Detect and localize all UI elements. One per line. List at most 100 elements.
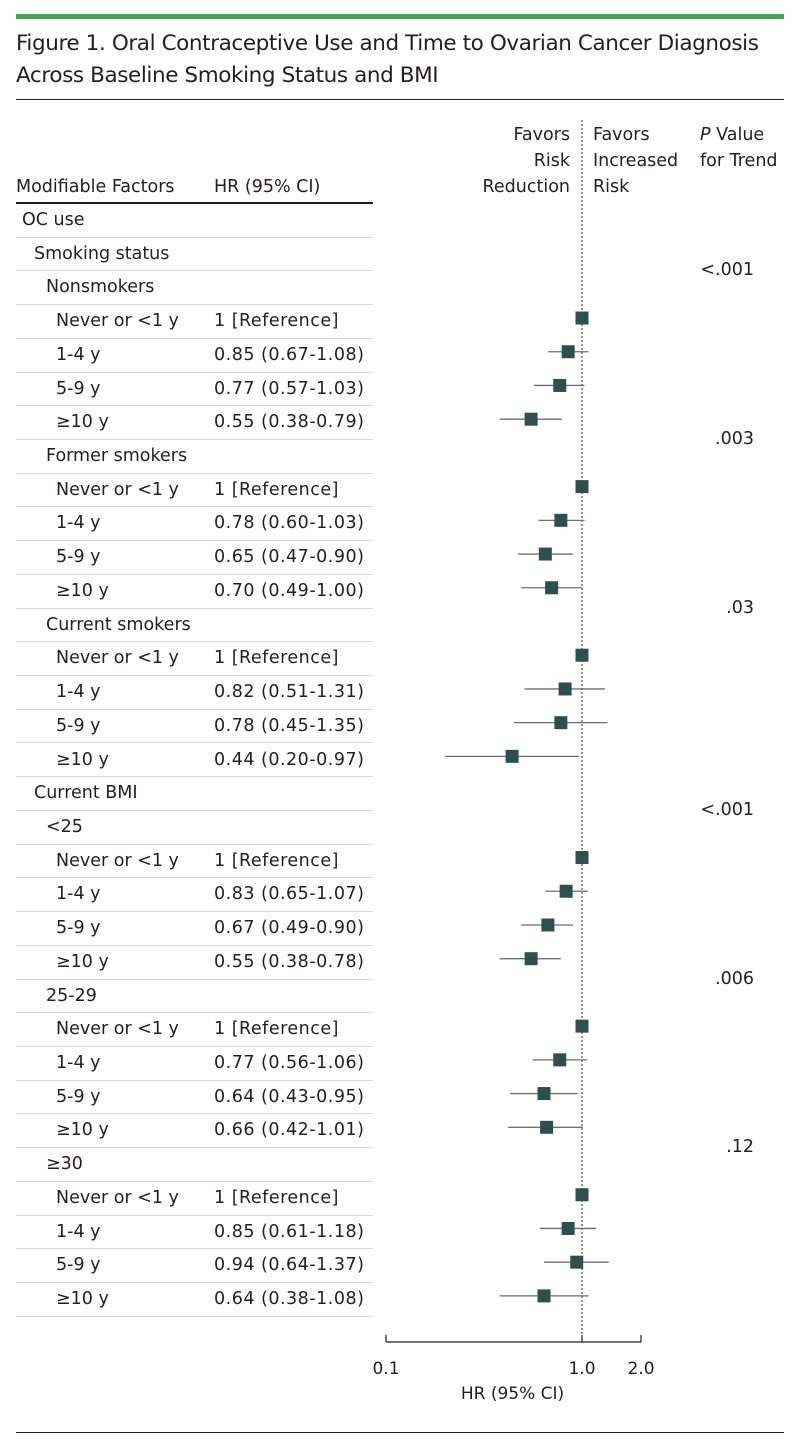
row-label: 5-9 y xyxy=(56,918,101,939)
row-hr-ci: 1 [Reference] xyxy=(214,311,339,332)
row-divider xyxy=(16,371,373,373)
hr-point-marker xyxy=(541,918,555,932)
hr-point-marker xyxy=(524,952,538,966)
row-divider xyxy=(16,1045,373,1047)
row-divider xyxy=(16,1113,373,1115)
row-divider xyxy=(16,405,373,407)
row-label: Never or <1 y xyxy=(56,311,179,332)
row-label: 1-4 y xyxy=(56,513,101,534)
table-row: 1-4 y 0.77 (0.56-1.06) xyxy=(0,1047,804,1081)
table-row: <25 <.001 xyxy=(0,800,804,845)
row-p-trend: <.001 xyxy=(700,799,754,820)
row-p-trend: <.001 xyxy=(700,260,754,281)
hr-point-marker xyxy=(537,1087,551,1101)
header-favors-risk-reduction: Favors Risk Reduction xyxy=(482,125,570,197)
hr-point-marker xyxy=(575,1188,589,1202)
row-label: 5-9 y xyxy=(56,378,101,399)
bottom-divider xyxy=(16,1432,784,1433)
table-row: ≥30 .12 xyxy=(0,1137,804,1182)
row-hr-ci: 0.55 (0.38-0.79) xyxy=(214,412,365,433)
table-row: OC use xyxy=(0,204,804,238)
header-modifiable-factors: Modifiable Factors xyxy=(16,177,175,197)
hr-point-marker xyxy=(524,412,538,426)
row-hr-ci: 0.66 (0.42-1.01) xyxy=(214,1120,365,1141)
table-row: 5-9 y 0.77 (0.57-1.03) xyxy=(0,373,804,407)
row-p-trend: .03 xyxy=(726,597,754,618)
row-hr-ci: 0.44 (0.20-0.97) xyxy=(214,749,365,770)
table-row: Never or <1 y 1 [Reference] xyxy=(0,1013,804,1047)
hr-point-marker xyxy=(575,648,589,662)
hr-point-marker xyxy=(558,682,572,696)
row-divider xyxy=(16,1180,373,1182)
row-divider xyxy=(16,607,373,609)
row-hr-ci: 0.94 (0.64-1.37) xyxy=(214,1255,365,1276)
row-hr-ci: 0.65 (0.47-0.90) xyxy=(214,547,365,568)
table-row: ≥10 y 0.55 (0.38-0.79) xyxy=(0,406,804,440)
title-divider xyxy=(16,99,784,100)
row-divider xyxy=(16,236,373,238)
row-label: 5-9 y xyxy=(56,1086,101,1107)
row-hr-ci: 0.85 (0.61-1.18) xyxy=(214,1221,365,1242)
table-row: Never or <1 y 1 [Reference] xyxy=(0,474,804,508)
row-label: Former smokers xyxy=(46,446,188,467)
row-divider xyxy=(16,978,373,980)
row-divider xyxy=(16,776,373,778)
table-row: Never or <1 y 1 [Reference] xyxy=(0,642,804,677)
row-divider xyxy=(16,675,373,677)
row-divider xyxy=(16,911,373,913)
row-label: 25-29 xyxy=(46,985,97,1006)
row-hr-ci: 0.77 (0.56-1.06) xyxy=(214,1053,365,1073)
row-divider xyxy=(16,843,373,845)
row-label: Nonsmokers xyxy=(46,277,155,298)
x-axis-tick-label: 1.0 xyxy=(568,1359,595,1379)
header-favors-increased-risk: Favors Increased Risk xyxy=(593,125,679,197)
row-label: 5-9 y xyxy=(56,547,101,568)
hr-point-marker xyxy=(559,884,573,898)
x-axis-title: HR (95% CI) xyxy=(460,1384,565,1404)
row-label: Current smokers xyxy=(46,614,191,635)
hr-point-marker xyxy=(570,1255,584,1269)
row-label: Current BMI xyxy=(34,783,138,804)
table-row: 1-4 y 0.85 (0.67-1.08) xyxy=(0,339,804,373)
row-label: ≥10 y xyxy=(56,1289,109,1310)
header-p-rest: Value for Trend xyxy=(700,125,778,171)
row-divider xyxy=(16,439,373,440)
row-divider xyxy=(16,708,373,710)
hr-point-marker xyxy=(505,749,519,763)
x-axis-tick-label: 2.0 xyxy=(627,1359,654,1379)
table-row: Nonsmokers <.001 xyxy=(0,260,804,306)
row-hr-ci: 1 [Reference] xyxy=(214,1019,339,1040)
row-hr-ci: 0.85 (0.67-1.08) xyxy=(214,344,365,365)
header-p-value-for-trend: P Value for Trend xyxy=(700,122,800,174)
row-label: ≥10 y xyxy=(56,412,109,433)
row-hr-ci: 0.64 (0.43-0.95) xyxy=(214,1086,365,1107)
table-row: ≥10 y 0.64 (0.38-1.08) xyxy=(0,1283,804,1317)
figure-title: Figure 1. Oral Contraceptive Use and Tim… xyxy=(16,31,759,88)
hr-point-marker xyxy=(540,1120,554,1134)
row-hr-ci: 0.64 (0.38-1.08) xyxy=(214,1289,365,1310)
row-divider xyxy=(16,573,373,575)
row-label: ≥10 y xyxy=(56,951,109,972)
hr-point-marker xyxy=(561,1221,575,1235)
hr-point-marker xyxy=(554,716,568,730)
row-hr-ci: 0.67 (0.49-0.90) xyxy=(214,918,365,939)
row-label: <25 xyxy=(46,816,83,837)
table-row: 1-4 y 0.85 (0.61-1.18) xyxy=(0,1216,804,1250)
row-hr-ci: 0.78 (0.60-1.03) xyxy=(214,513,365,534)
row-p-trend: .006 xyxy=(715,968,754,989)
table-row: Smoking status xyxy=(0,238,804,272)
row-label: 1-4 y xyxy=(56,884,101,905)
table-row: 25-29 .006 xyxy=(0,969,804,1014)
row-divider xyxy=(16,1282,373,1283)
row-hr-ci: 0.82 (0.51-1.31) xyxy=(214,682,365,703)
header-p-italic: P xyxy=(700,125,711,145)
table-row: Never or <1 y 1 [Reference] xyxy=(0,305,804,339)
row-hr-ci: 1 [Reference] xyxy=(214,479,339,500)
row-label: 5-9 y xyxy=(56,715,101,736)
hr-point-marker xyxy=(554,513,568,527)
row-divider xyxy=(16,877,373,879)
table-row: 5-9 y 0.65 (0.47-0.90) xyxy=(0,541,804,575)
row-label: ≥10 y xyxy=(56,1120,109,1141)
row-divider xyxy=(16,742,373,744)
